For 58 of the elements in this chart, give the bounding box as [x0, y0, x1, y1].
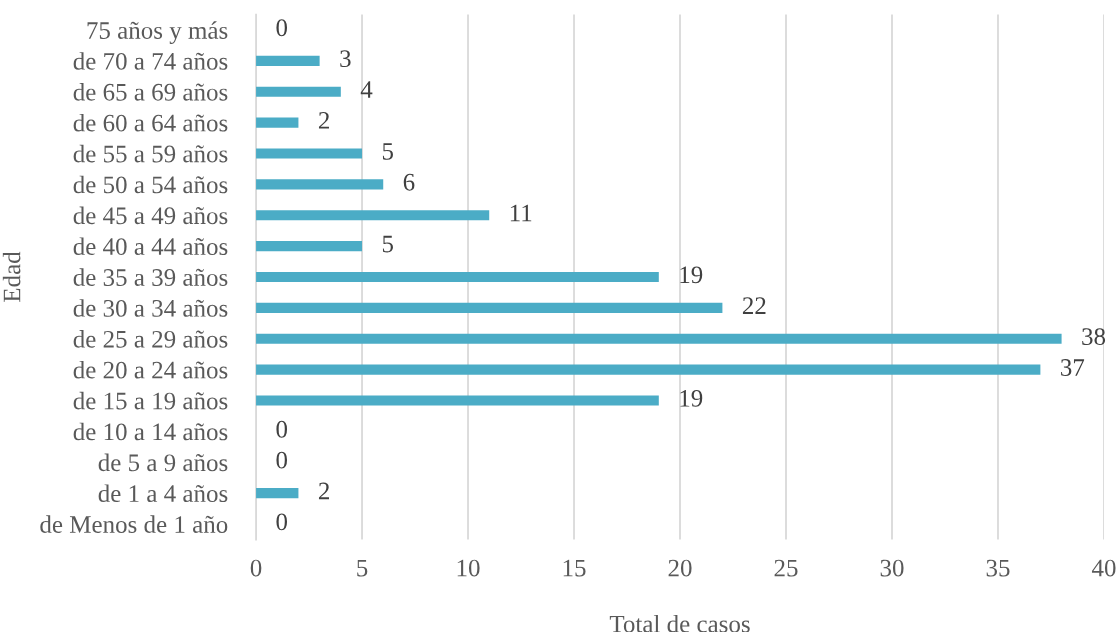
data-label: 19: [680, 389, 703, 407]
data-label: 11: [510, 204, 532, 222]
bar: [256, 86, 341, 97]
x-tick-label: 35: [986, 559, 1010, 577]
y-tick-label: de 15 a 19 años: [73, 391, 228, 410]
data-label: 0: [276, 420, 288, 438]
y-tick-label: de 40 a 44 años: [73, 237, 228, 256]
data-label: 0: [276, 513, 288, 531]
x-tick-label: 15: [563, 559, 586, 577]
bar: [256, 488, 299, 499]
y-tick-label: de 20 a 24 años: [73, 360, 228, 379]
bar: [256, 333, 1062, 344]
y-tick-label: de 45 a 49 años: [73, 206, 228, 225]
x-tick-label: 40: [1091, 559, 1116, 577]
y-tick-label: de 1 a 4 años: [98, 484, 228, 503]
bar: [256, 179, 384, 190]
data-label: 6: [403, 173, 415, 191]
y-tick-label: de 25 a 29 años: [73, 330, 228, 348]
data-label: 38: [1082, 328, 1106, 346]
x-axis-title: Total de casos: [609, 614, 750, 632]
y-tick-label: de 50 a 54 años: [73, 175, 228, 194]
data-label: 0: [276, 451, 288, 469]
y-tick-label: de Menos de 1 año: [40, 515, 228, 533]
data-label: 2: [318, 112, 329, 129]
data-label: 4: [360, 81, 373, 98]
x-tick-label: 20: [668, 559, 692, 577]
data-label: 19: [680, 266, 703, 284]
y-tick-label: de 60 a 64 años: [73, 113, 228, 132]
data-label: 3: [340, 50, 351, 68]
y-tick-label: 75 años y más: [87, 21, 228, 45]
y-tick-label: de 70 a 74 años: [73, 52, 228, 70]
y-tick-label: de 10 a 14 años: [73, 422, 228, 441]
bar: [256, 302, 723, 313]
data-label: 0: [276, 19, 288, 37]
x-tick-label: 5: [357, 559, 368, 577]
y-tick-label: de 5 a 9 años: [98, 453, 228, 472]
data-label: 37: [1061, 359, 1085, 376]
x-tick-label: 30: [880, 559, 904, 577]
data-label: 2: [318, 482, 329, 500]
x-tick-label: 10: [457, 559, 480, 577]
data-label: 5: [382, 235, 393, 253]
bar: [256, 271, 659, 283]
data-label: 22: [742, 297, 766, 314]
y-tick-label: de 55 a 59 años: [73, 144, 228, 163]
x-tick-label: 0: [250, 559, 262, 577]
bar: [256, 148, 363, 159]
bar: [256, 364, 1041, 375]
y-tick-label: de 30 a 34 años: [73, 299, 228, 317]
data-label: 5: [382, 143, 393, 160]
x-tick-label: 25: [774, 559, 798, 577]
bar: [256, 55, 320, 66]
bar: [256, 210, 490, 221]
bar: [256, 241, 363, 252]
y-tick-label: de 65 a 69 años: [73, 83, 228, 101]
y-axis-title: Edad: [2, 251, 21, 302]
bar: [256, 395, 659, 406]
y-tick-label: de 35 a 39 años: [73, 268, 228, 286]
bar: [256, 117, 299, 128]
